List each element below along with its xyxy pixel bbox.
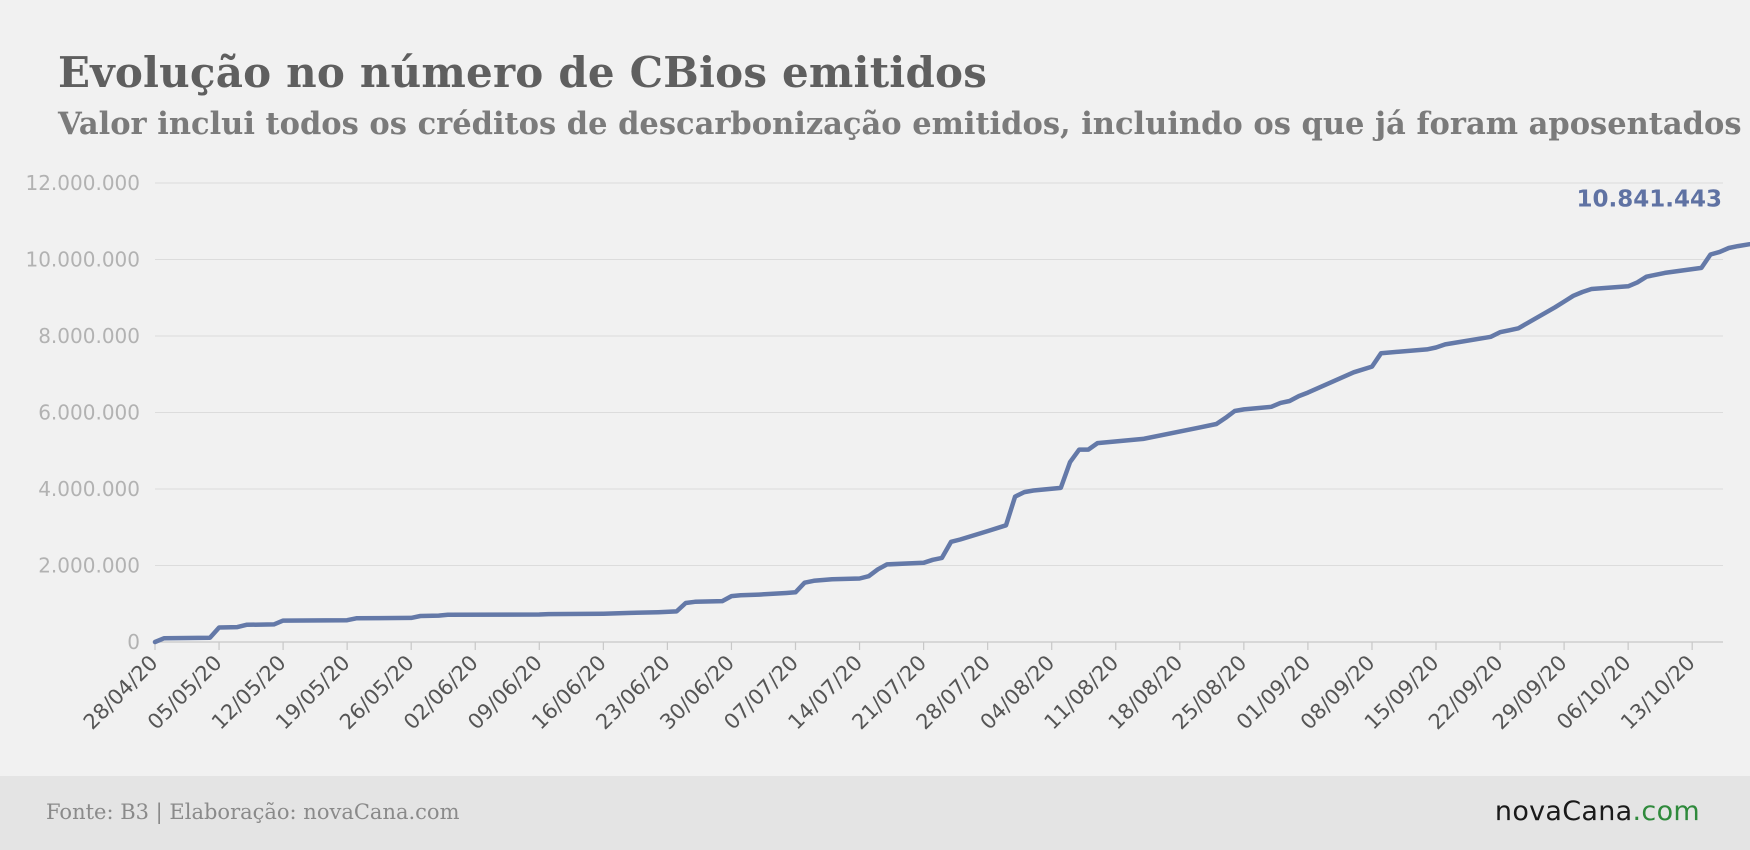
y-tick-label: 10.000.000: [25, 248, 140, 272]
logo-tld: .com: [1632, 796, 1700, 827]
y-tick-label: 0: [127, 630, 140, 654]
line-chart: 0 2.000.000 4.000.000 6.000.000 8.000.000 10.…: [25, 171, 1750, 734]
y-tick-label: 6.000.000: [38, 401, 140, 425]
footer-bar: Fonte: B3 | Elaboração: novaCana.com nov…: [0, 776, 1750, 850]
series-line: [152, 241, 1750, 645]
y-tick-label: 4.000.000: [38, 477, 140, 501]
y-tick-label: 2.000.000: [38, 554, 140, 578]
chart-title: Evolução no número de CBios emitidos: [58, 48, 988, 97]
novacana-logo: novaCana.com: [1495, 796, 1700, 827]
source-note: Fonte: B3 | Elaboração: novaCana.com: [46, 800, 460, 824]
final-value-label: 10.841.443: [1576, 186, 1722, 212]
logo-brand: novaCana: [1494, 796, 1633, 827]
chart-subtitle: Valor inclui todos os créditos de descar…: [58, 106, 1742, 142]
y-tick-label: 12.000.000: [25, 171, 140, 195]
y-tick-label: 8.000.000: [38, 324, 140, 348]
